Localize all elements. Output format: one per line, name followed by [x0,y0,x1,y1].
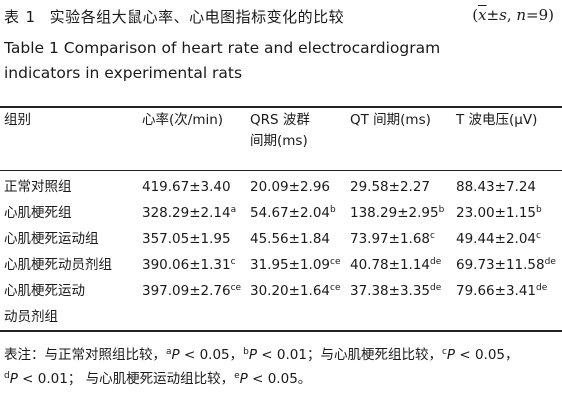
header-rule [0,170,562,171]
table-caption-en: Table 1 Comparison of heart rate and ele… [4,36,558,86]
cell-group: 正常对照组 [4,179,72,195]
mean-symbol: x [478,6,487,24]
stats-notation: (x±s, n=9) [472,6,554,24]
table-row: 正常对照组 419.67±3.40 20.09±2.96 29.58±2.27 … [4,174,560,200]
caption-label-cn: 表 [4,8,20,26]
table-row: 心肌梗死动员剂组 390.06±1.31c 31.95±1.09ce 40.78… [4,252,560,278]
caption-title-cn: 表 1 实验各组大鼠心率、心电图指标变化的比较 [4,6,344,27]
caption-number: 1 [25,8,36,26]
cell-qt: 138.29±2.95b [350,205,445,221]
caption-en-line2: indicators in experimental rats [4,64,243,82]
cell-qrs: 45.56±1.84 [250,231,331,247]
top-rule [0,106,562,108]
table-row: 心肌梗死运动 动员剂组 397.09±2.76ce 30.20±1.64ce 37… [4,278,560,330]
sample-size-symbol: n [516,6,527,24]
cell-group: 心肌梗死动员剂组 [4,257,112,273]
cell-qrs: 30.20±1.64ce [250,283,341,299]
cell-hr: 390.06±1.31c [142,257,236,273]
header-t-wave: T 波电压(μV) [456,112,538,128]
cell-hr: 397.09±2.76ce [142,283,242,299]
table-footnote: 表注：与正常对照组比较，aP < 0.05，bP < 0.01；与心肌梗死组比较… [4,347,519,387]
data-table: 组别 心率(次/min) QRS 波群 间期(ms) QT 间期(ms) T 波电… [4,110,560,330]
cell-t: 23.00±1.15b [456,205,542,221]
cell-group: 心肌梗死运动组 [4,231,99,247]
cell-t: 69.73±11.58de [456,257,556,273]
cell-qt: 29.58±2.27 [350,179,431,195]
table-row: 心肌梗死运动组 357.05±1.95 45.56±1.84 73.97±1.6… [4,226,560,252]
cell-group: 心肌梗死运动 动员剂组 [4,283,85,325]
caption-title-text: 实验各组大鼠心率、心电图指标变化的比较 [49,8,345,26]
cell-t: 88.43±7.24 [456,179,537,195]
table-row: 心肌梗死组 328.29±2.14a 54.67±2.04b 138.29±2.… [4,200,560,226]
header-heart-rate: 心率(次/min) [142,112,224,128]
cell-qt: 40.78±1.14de [350,257,442,273]
caption-en-line1: Table 1 Comparison of heart rate and ele… [4,39,441,57]
bottom-rule [0,330,562,332]
cell-hr: 419.67±3.40 [142,179,231,195]
cell-qrs: 20.09±2.96 [250,179,331,195]
cell-qrs: 54.67±2.04b [250,205,336,221]
cell-hr: 328.29±2.14a [142,205,237,221]
header-qrs: QRS 波群 间期(ms) [250,112,310,149]
cell-qt: 73.97±1.68c [350,231,435,247]
cell-qrs: 31.95±1.09ce [250,257,341,273]
table-caption-cn: 表 1 实验各组大鼠心率、心电图指标变化的比较 (x±s, n=9) [4,6,558,28]
cell-group: 心肌梗死组 [4,205,72,221]
cell-hr: 357.05±1.95 [142,231,231,247]
cell-t: 79.66±3.41de [456,283,548,299]
header-group: 组别 [4,112,31,128]
cell-t: 49.44±2.04c [456,231,541,247]
sd-symbol: s [499,6,507,24]
header-row: 组别 心率(次/min) QRS 波群 间期(ms) QT 间期(ms) T 波电… [4,110,560,164]
cell-qt: 37.38±3.35de [350,283,442,299]
header-qt: QT 间期(ms) [350,112,431,128]
